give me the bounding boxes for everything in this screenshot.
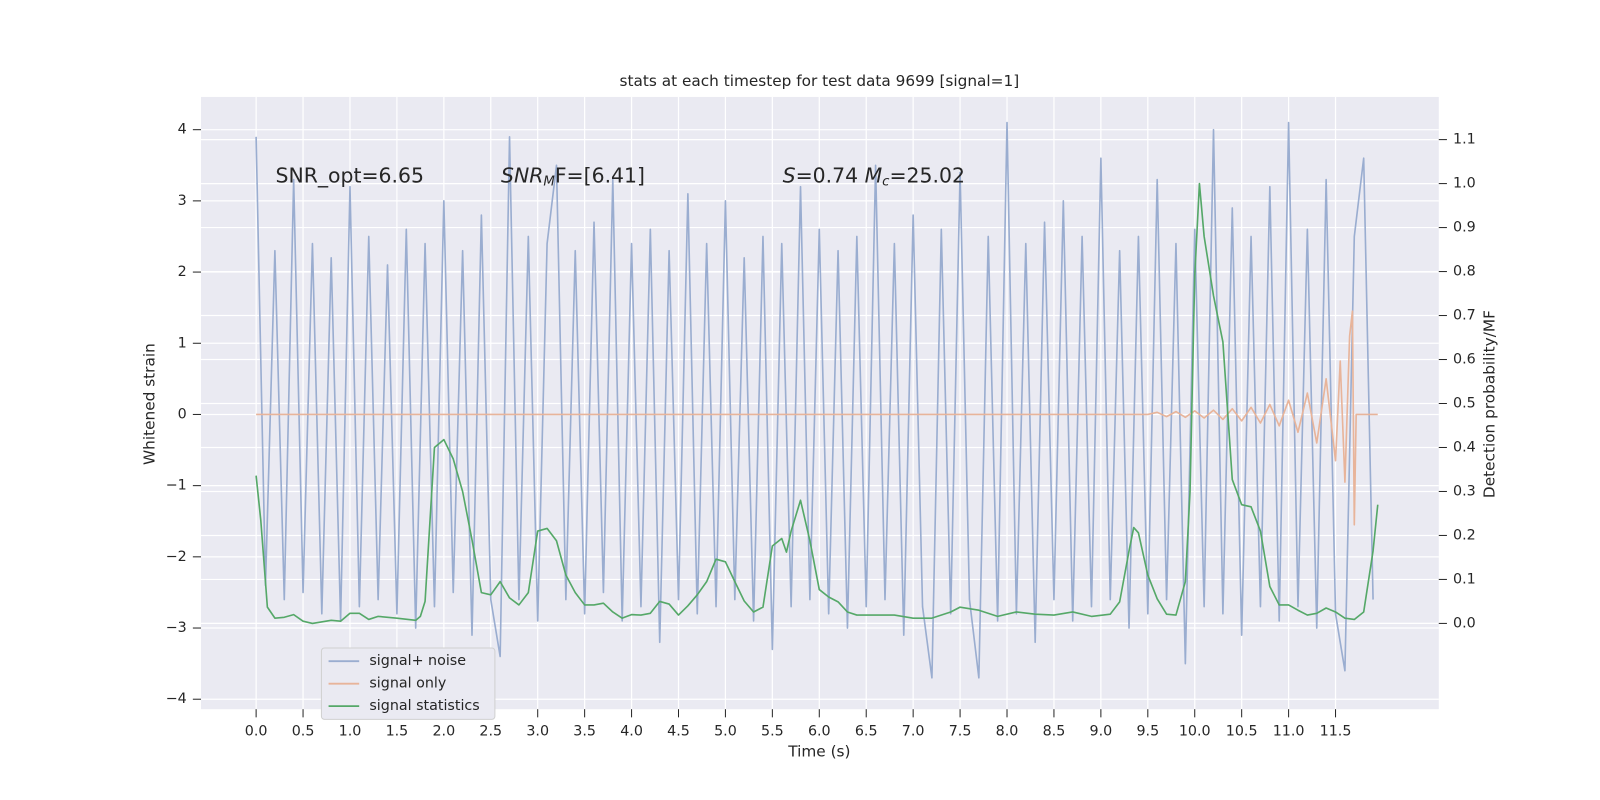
y-tick-label: −4 — [166, 691, 187, 707]
annotation-part: F=[6.41] — [555, 164, 645, 188]
x-tick-label: 5.0 — [714, 724, 737, 740]
annotation-part: =25.02 — [889, 164, 964, 188]
annotation: SNRMF=[6.41] — [501, 164, 645, 190]
y2-tick-label: 0.9 — [1453, 220, 1476, 236]
y2-tick-label: 0.6 — [1453, 352, 1476, 368]
x-tick-label: 0.5 — [292, 724, 315, 740]
x-tick-label: 3.5 — [573, 724, 596, 740]
chart-title: stats at each timestep for test data 969… — [620, 72, 1020, 90]
y-tick-label: 2 — [178, 264, 187, 280]
series-line — [256, 310, 1378, 526]
legend-box — [320, 647, 496, 720]
x-tick-label: 8.5 — [1043, 724, 1066, 740]
x-tick-label: 0.0 — [245, 724, 268, 740]
x-tick-label: 4.5 — [667, 724, 690, 740]
annotation-part: =0.74 — [796, 164, 865, 188]
y-tick-label: 3 — [178, 193, 187, 209]
y-tick-label: −2 — [166, 549, 187, 565]
y2-tick-label: 0.2 — [1453, 527, 1476, 543]
annotation-part: M — [543, 175, 555, 190]
x-tick-label: 5.5 — [761, 724, 784, 740]
y2-tick-label: 0.0 — [1453, 615, 1476, 631]
y-tick-label: 1 — [178, 335, 187, 351]
x-tick-label: 1.5 — [386, 724, 409, 740]
x-tick-label: 2.5 — [479, 724, 502, 740]
y-tick-label: 4 — [178, 122, 187, 138]
y2-tick-label: 0.7 — [1453, 308, 1476, 324]
x-tick-label: 3.0 — [526, 724, 549, 740]
x-tick-label: 11.5 — [1320, 724, 1352, 740]
x-tick-label: 6.5 — [855, 724, 878, 740]
annotation: S=0.74 Mc=25.02 — [783, 164, 965, 190]
x-tick-label: 6.0 — [808, 724, 831, 740]
y-tick-label: 0 — [178, 406, 187, 422]
y-tick-label: −3 — [166, 620, 187, 636]
annotation-part: M — [865, 164, 883, 188]
x-axis-label: Time (s) — [787, 743, 850, 761]
x-tick-label: 2.0 — [432, 724, 455, 740]
y-tick-label: −1 — [166, 478, 187, 494]
annotation-part: S — [783, 164, 796, 188]
y2-tick-label: 0.3 — [1453, 483, 1476, 499]
y2-tick-label: 1.0 — [1453, 176, 1476, 192]
y2-axis-label: Detection probability/MF — [1480, 310, 1498, 498]
legend-label: signal statistics — [369, 698, 479, 714]
x-tick-label: 9.0 — [1090, 724, 1113, 740]
legend-label: signal+ noise — [369, 653, 466, 669]
y-axis-label: Whitened strain — [141, 343, 159, 465]
y2-tick-label: 0.1 — [1453, 571, 1476, 587]
y2-tick-label: 1.1 — [1453, 132, 1476, 148]
y2-tick-label: 0.4 — [1453, 439, 1476, 455]
x-tick-label: 7.0 — [902, 724, 925, 740]
annotation-part: SNR — [501, 164, 543, 188]
y2-tick-label: 0.8 — [1453, 264, 1476, 280]
x-tick-label: 11.0 — [1273, 724, 1305, 740]
annotation-part: SNR_opt=6.65 — [276, 164, 424, 189]
x-tick-label: 10.5 — [1226, 724, 1258, 740]
x-tick-label: 8.0 — [996, 724, 1019, 740]
y2-tick-label: 0.5 — [1453, 396, 1476, 412]
x-tick-label: 4.0 — [620, 724, 643, 740]
annotation: SNR_opt=6.65 — [276, 164, 424, 189]
annotation-part: c — [882, 175, 890, 190]
x-tick-label: 7.5 — [949, 724, 972, 740]
legend-label: signal only — [369, 676, 446, 692]
x-tick-label: 10.0 — [1179, 724, 1211, 740]
x-tick-label: 1.0 — [339, 724, 362, 740]
x-tick-label: 9.5 — [1136, 724, 1159, 740]
series-line — [255, 182, 1379, 625]
